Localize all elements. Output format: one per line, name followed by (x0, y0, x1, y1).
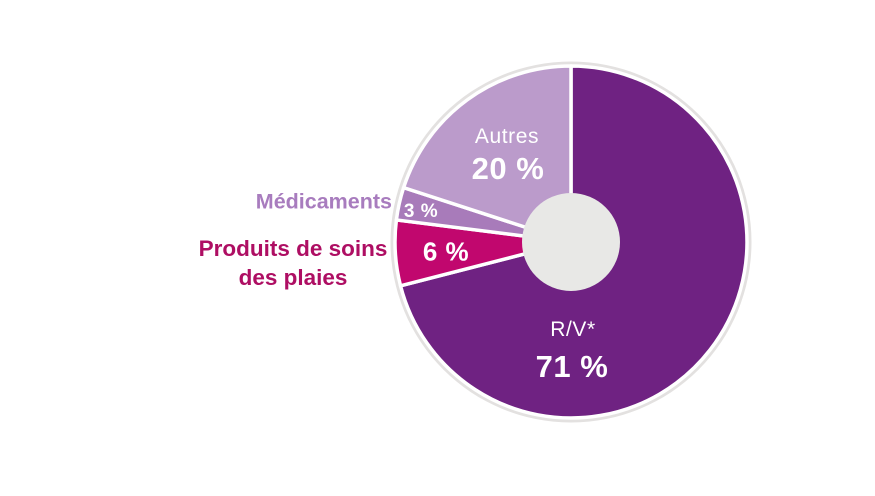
donut-hole (522, 193, 620, 291)
pie-slice-autres (401, 64, 573, 244)
